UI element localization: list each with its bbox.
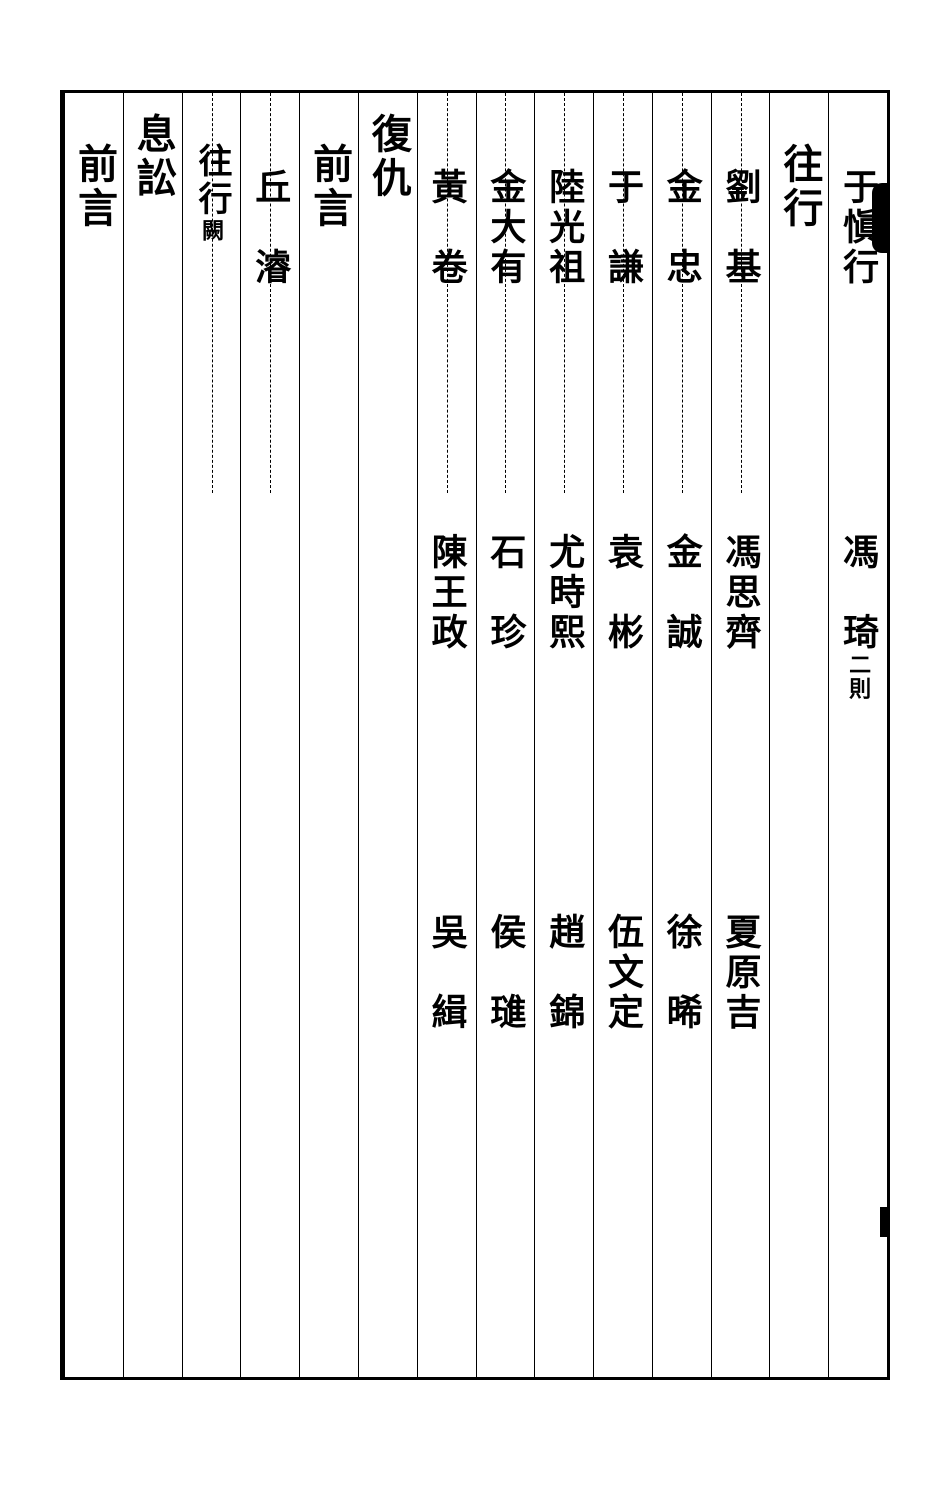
name-cell: 馮思齊 [715,533,767,653]
section-heading: 前言 [300,143,358,231]
column-1: 于愼行 馮 琦二則 [828,93,887,1377]
column-2: 往行 [769,93,828,1377]
column-3: 劉 基 馮思齊 夏原吉 [711,93,770,1377]
name-cell: 陳王政 [421,533,473,653]
column-11: 丘 濬 [240,93,299,1377]
name-text: 馮 琦 [838,533,878,653]
section-heading: 復仇 [359,113,417,201]
divider [564,93,565,493]
note-text: 闕 [199,219,224,243]
column-5: 于 謙 袁 彬 伍文定 [593,93,652,1377]
section-heading: 往行闕 [187,143,236,243]
name-cell: 趙 錦 [538,913,590,1033]
column-14: 前言 [65,93,123,1377]
column-9: 復仇 [358,93,417,1377]
column-7: 金大有 石 珍 侯 璡 [476,93,535,1377]
divider [682,93,683,493]
page-frame: 于愼行 馮 琦二則 往行 劉 基 馮思齊 夏原吉 金 忠 金 誠 徐 晞 于 謙… [60,90,890,1380]
divider [270,93,271,493]
name-cell: 劉 基 [715,168,767,288]
name-cell: 馮 琦二則 [832,533,884,701]
divider [505,93,506,493]
section-heading: 往行 [770,143,828,231]
column-8: 黃 卷 陳王政 吳 緝 [417,93,476,1377]
name-cell: 徐 晞 [656,913,708,1033]
section-heading: 息訟 [124,113,182,201]
name-cell: 丘 濬 [244,168,296,288]
column-10: 前言 [299,93,358,1377]
name-cell: 侯 璡 [479,913,531,1033]
name-cell: 石 珍 [479,533,531,653]
name-cell: 金 忠 [656,168,708,288]
name-cell: 尤時熙 [538,533,590,653]
name-cell: 陸光祖 [538,168,590,288]
heading-text: 往行 [193,143,230,219]
name-cell: 黃 卷 [421,168,473,288]
section-heading: 前言 [65,143,123,231]
name-cell: 于 謙 [597,168,649,288]
divider [447,93,448,493]
name-cell: 伍文定 [597,913,649,1033]
divider [623,93,624,493]
name-cell: 袁 彬 [597,533,649,653]
column-4: 金 忠 金 誠 徐 晞 [652,93,711,1377]
divider [741,93,742,493]
column-13: 息訟 [123,93,182,1377]
name-cell: 于愼行 [832,168,884,288]
note-text: 二則 [846,653,871,701]
name-cell: 金 誠 [656,533,708,653]
column-6: 陸光祖 尤時熙 趙 錦 [534,93,593,1377]
name-cell: 吳 緝 [421,913,473,1033]
column-12: 往行闕 [182,93,241,1377]
name-cell: 夏原吉 [715,913,767,1033]
name-cell: 金大有 [479,168,531,288]
